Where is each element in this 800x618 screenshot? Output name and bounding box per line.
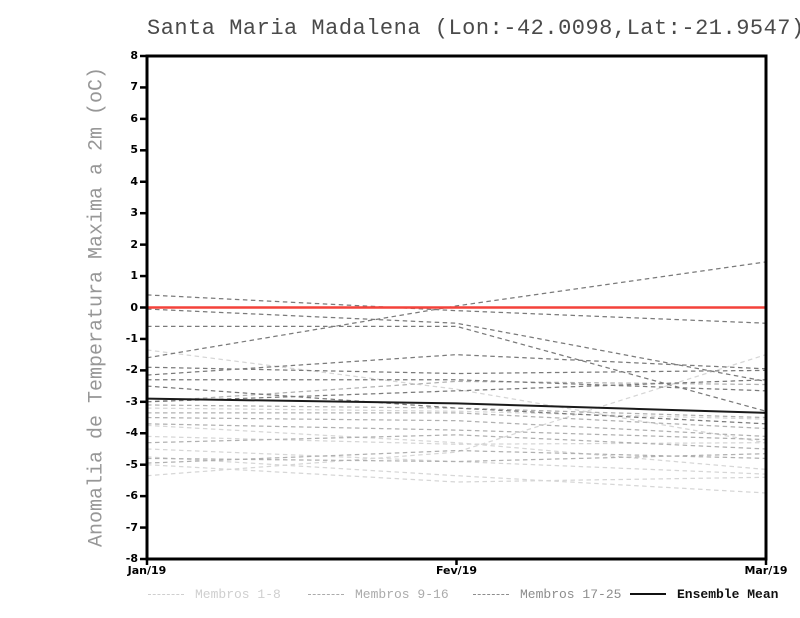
y-tick-label: -7 <box>125 520 138 534</box>
y-tick-label: -3 <box>125 394 138 408</box>
y-tick-label: 8 <box>130 49 138 62</box>
legend-label: Ensemble Mean <box>677 586 779 602</box>
y-tick-label: -8 <box>125 552 138 565</box>
member-line-g1-1 <box>146 349 767 444</box>
member-line-g3-4 <box>146 366 767 375</box>
member-line-g2-3 <box>147 412 767 430</box>
x-tick-label: Fev/19 <box>435 564 478 577</box>
member-line-g3-3 <box>146 261 767 359</box>
x-tick-label: Jan/19 <box>127 564 167 577</box>
member-line-g2-7 <box>146 453 767 463</box>
legend-item-3: Membros 17-25 <box>473 585 621 603</box>
member-line-g1-4 <box>146 435 767 445</box>
member-line-g3-5 <box>146 354 767 376</box>
legend-dashed-line-sample <box>148 593 184 595</box>
ensemble-mean-line <box>146 397 767 414</box>
member-line-g1-3 <box>146 424 767 471</box>
member-line-g3-7 <box>147 325 767 412</box>
legend-solid-line-sample <box>630 593 666 595</box>
y-tick-label: 4 <box>130 174 138 188</box>
y-tick-label: -4 <box>125 426 138 440</box>
y-tick-label: -6 <box>125 489 138 503</box>
member-line-g1-8 <box>146 464 767 483</box>
member-line-g1-2 <box>146 407 767 420</box>
member-line-g1-6 <box>146 456 767 494</box>
y-tick-label: 3 <box>130 206 138 220</box>
member-line-g2-5 <box>146 423 767 441</box>
y-tick-label: -1 <box>125 331 138 345</box>
member-line-g3-2 <box>146 308 767 382</box>
y-tick-label: -5 <box>125 457 138 471</box>
member-line-g3-6 <box>147 379 767 392</box>
x-tick-label: Mar/19 <box>744 564 788 577</box>
legend-item-2: Membros 9-16 <box>308 585 449 603</box>
member-line-g1-7 <box>146 354 767 477</box>
member-line-g3-8 <box>146 379 767 403</box>
y-tick-label: 2 <box>130 237 138 251</box>
y-tick-label: 6 <box>130 111 138 125</box>
legend-item-1: Membros 1-8 <box>148 585 281 603</box>
member-line-g3-1 <box>146 294 767 324</box>
legend-item-4: Ensemble Mean <box>630 585 778 603</box>
legend-label: Membros 1-8 <box>195 586 281 602</box>
member-line-g2-2 <box>146 404 767 419</box>
member-line-g2-6 <box>146 434 767 450</box>
chart-legend: Membros 1-8 Membros 9-16 Membros 17-25 Ense… <box>0 585 800 605</box>
legend-dashed-line-sample <box>308 593 344 595</box>
legend-label: Membros 17-25 <box>520 586 622 602</box>
y-tick-label: -2 <box>125 363 138 377</box>
legend-dashed-line-sample <box>473 593 509 595</box>
member-line-g1-5 <box>146 448 767 475</box>
member-line-g2-8 <box>146 449 767 464</box>
y-tick-label: 5 <box>130 143 138 157</box>
y-tick-label: 7 <box>130 80 138 94</box>
member-line-g2-4 <box>146 416 767 438</box>
chart-title: Santa Maria Madalena (Lon:-42.0098,Lat:-… <box>147 16 800 41</box>
member-line-g3-9 <box>146 385 767 425</box>
y-tick-label: 1 <box>130 269 138 283</box>
legend-label: Membros 9-16 <box>355 586 449 602</box>
y-tick-label: 0 <box>130 300 138 314</box>
